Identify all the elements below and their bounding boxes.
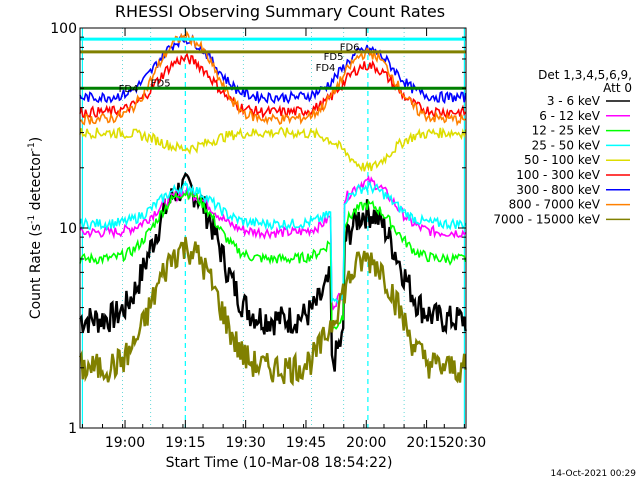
legend-label: 12 - 25 keV [532,124,601,138]
y-axis-label-main: Count Rate (s [28,224,44,319]
legend-label: 3 - 6 keV [547,94,601,108]
x-tick-label: 20:00 [346,435,386,451]
x-tick-label: 20:30 [446,435,486,451]
series-line [79,30,466,127]
y-tick-label: 1 [68,421,77,437]
legend-label: 50 - 100 keV [524,153,601,167]
marker-label: FD4 [316,63,336,74]
y-axis-label-sup2: -1 [27,142,37,151]
y-axis-label-close: ) [28,137,44,142]
y-axis-label-sup: -1 [27,215,37,224]
y-tick-label: 100 [50,21,77,37]
legend-label: 6 - 12 keV [539,109,601,123]
legend-label: 800 - 7000 keV [509,198,601,212]
legend-label: 7000 - 15000 keV [493,212,600,226]
x-tick-label: 19:15 [165,435,205,451]
x-tick-label: 19:00 [105,435,145,451]
series-line [78,236,467,387]
y-axis: 1 10 100 [50,21,466,437]
x-tick-label: 19:30 [225,435,265,451]
y-axis-label: Count Rate (s-1 detector-1) [27,137,44,319]
legend-label: 300 - 800 keV [516,183,600,197]
legend-label: 25 - 50 keV [532,138,601,152]
marker-label: FD6 [340,43,360,54]
marker-label: FD4 [119,84,139,95]
legend-header-attenuator: Att 0 [603,81,632,95]
y-tick-label: 10 [59,221,77,237]
series-line [79,33,467,105]
chart-title: RHESSI Observing Summary Count Rates [115,2,445,21]
series-line [79,181,467,305]
legend-label: 100 - 300 keV [516,168,600,182]
series-line [79,189,467,332]
x-axis: 19:00 19:15 19:30 19:45 20:00 20:15 20:30 [81,28,486,451]
x-axis-label: Start Time (10-Mar-08 18:54:22) [166,455,393,471]
series-line [78,172,467,372]
legend-header-detectors: Det 1,3,4,5,6,9, [538,68,632,82]
series-line [79,126,467,172]
marker-label: FD5 [151,78,171,89]
marker-label: FD5 [324,52,344,63]
x-tick-label: 19:45 [286,435,326,451]
y-axis-label-mid: detector [28,151,44,215]
x-tick-label: 20:15 [406,435,446,451]
footer-date: 14-Oct-2021 00:29 [551,469,637,479]
